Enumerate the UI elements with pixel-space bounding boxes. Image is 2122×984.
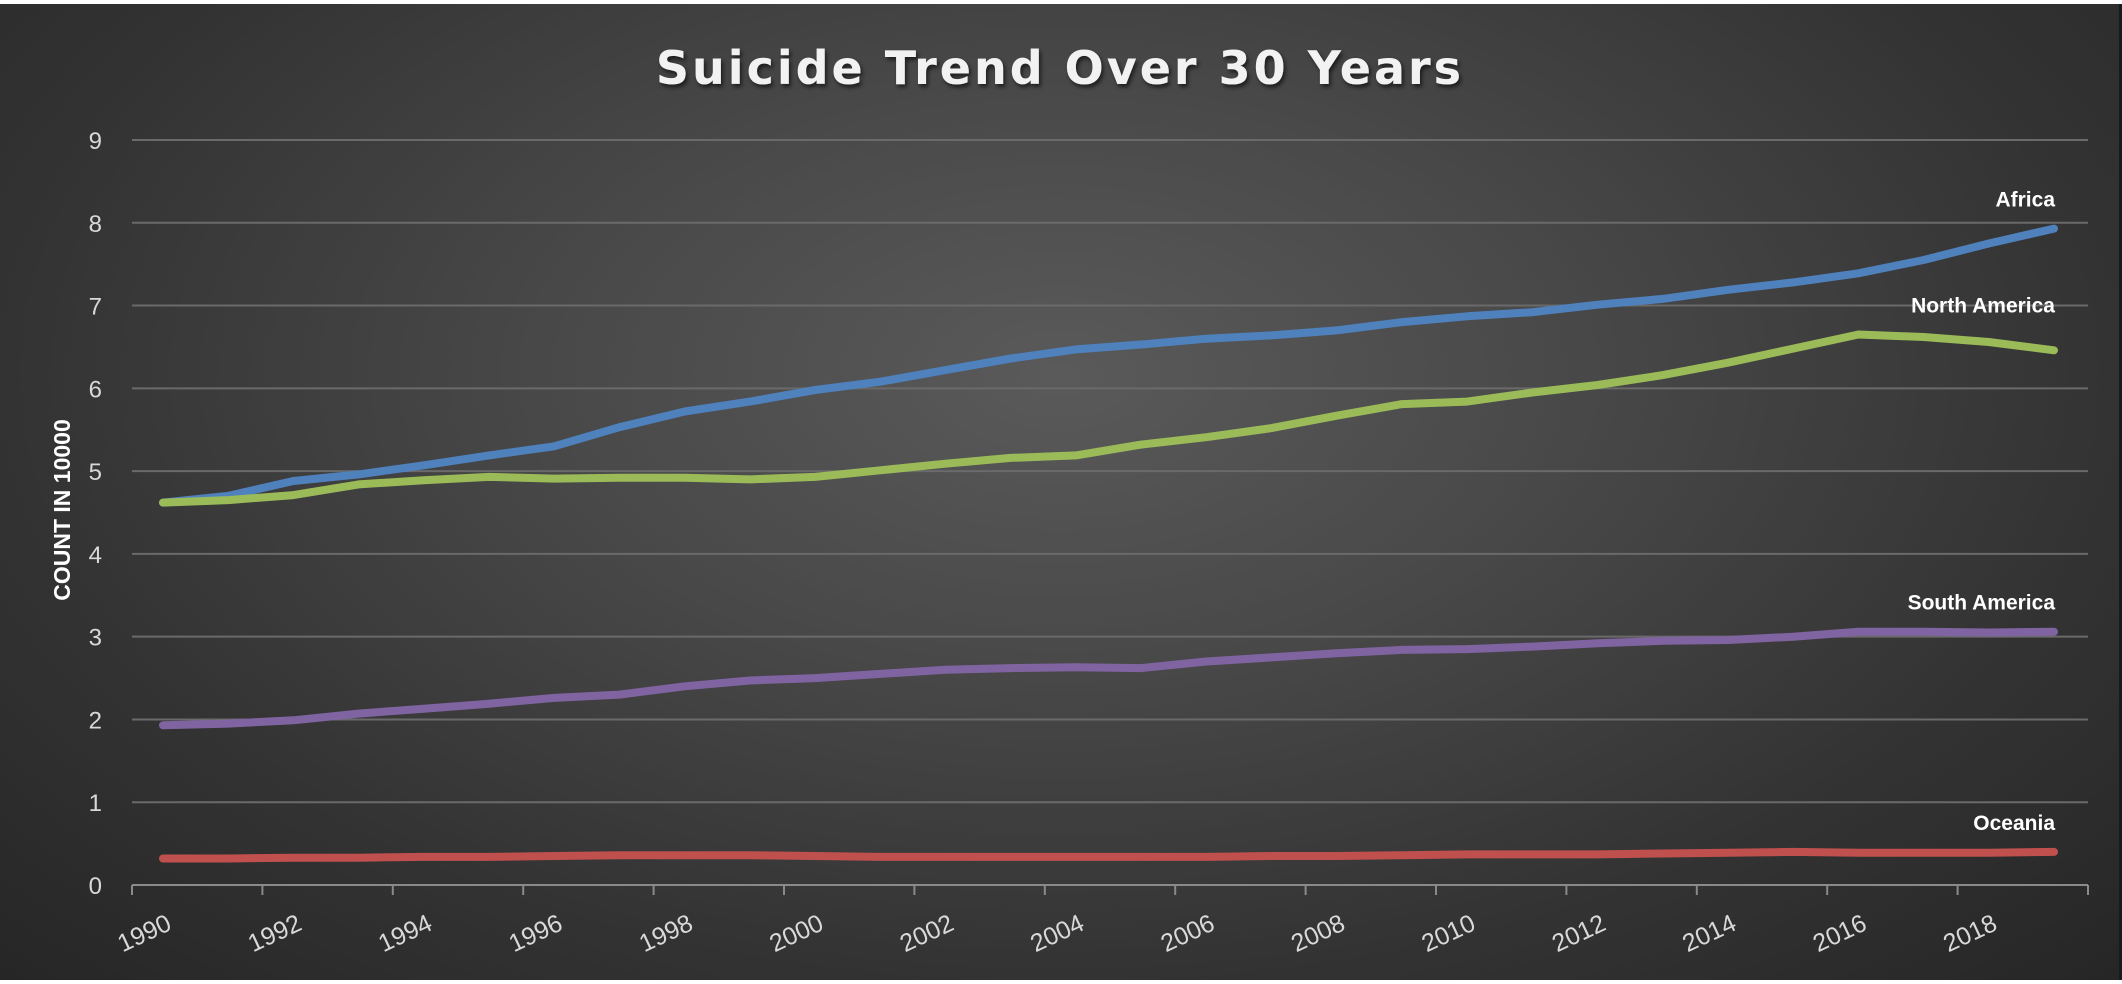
x-axis	[131, 884, 2089, 895]
y-tick-label: 3	[89, 625, 102, 652]
y-tick-label: 7	[89, 294, 102, 321]
y-tick-label: 5	[89, 459, 102, 486]
x-tick-label: 2018	[1939, 909, 2001, 958]
series-labels: Africa North America South America Oceania	[1908, 189, 2056, 835]
series-label-oceania: Oceania	[1973, 812, 2055, 835]
x-tick-label: 1994	[374, 909, 436, 958]
y-tick-label: 8	[89, 211, 102, 238]
y-tick-label: 2	[89, 707, 102, 734]
x-tick-label: 1992	[244, 909, 306, 958]
x-tick-label: 1998	[635, 909, 697, 958]
gridlines	[132, 139, 2088, 804]
x-tick-label: 2016	[1809, 909, 1871, 958]
x-tick-label: 2014	[1678, 909, 1740, 958]
series-lines	[159, 224, 2058, 863]
chart-title: Suicide Trend Over 30 Years	[656, 41, 1464, 95]
y-tick-label: 9	[89, 128, 102, 155]
x-tick-label: 2000	[765, 909, 827, 958]
x-tick-label: 2010	[1417, 909, 1479, 958]
series-line-africa	[159, 224, 2058, 507]
y-axis-ticks: 0 1 2 3 4 5 6 7 8 9	[89, 128, 102, 900]
x-tick-label: 2012	[1548, 909, 1610, 958]
x-tick-label: 2004	[1026, 909, 1088, 958]
x-axis-ticks: 1990 1992 1994 1996 1998 2000 2002 2004 2006 2008…	[113, 909, 2001, 958]
y-axis-label: COUNT IN 10000	[49, 419, 75, 601]
y-tick-label: 1	[89, 790, 102, 817]
series-label-north-america: North America	[1911, 295, 2055, 318]
y-tick-label: 4	[89, 542, 102, 569]
series-label-south-america: South America	[1908, 592, 2056, 615]
series-line-oceania	[159, 847, 2058, 863]
line-chart: Suicide Trend Over 30 Years COUNT IN 100…	[49, 41, 2089, 958]
x-tick-label: 2002	[896, 909, 958, 958]
y-tick-label: 6	[89, 376, 102, 403]
chart-area: Suicide Trend Over 30 Years COUNT IN 100…	[0, 4, 2122, 980]
y-tick-label: 0	[89, 873, 102, 900]
series-line-north-america	[159, 330, 2058, 507]
series-line-south-america	[159, 627, 2058, 730]
x-tick-label: 1996	[505, 909, 567, 958]
x-tick-label: 2006	[1157, 909, 1219, 958]
series-label-africa: Africa	[1995, 189, 2055, 212]
x-tick-label: 2008	[1287, 909, 1349, 958]
x-tick-label: 1990	[113, 909, 175, 958]
